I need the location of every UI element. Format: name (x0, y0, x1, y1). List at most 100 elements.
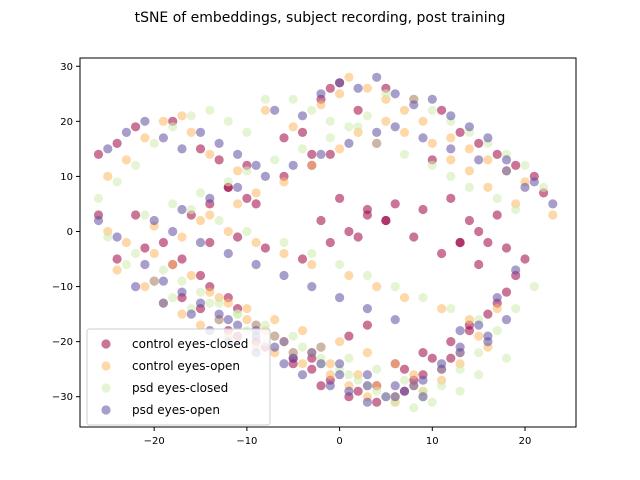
data-point-1-83 (409, 370, 419, 380)
data-point-2-37 (372, 386, 382, 396)
data-point-0-94 (353, 232, 363, 242)
data-point-1-74 (483, 182, 493, 192)
data-point-1-80 (335, 337, 345, 347)
data-point-3-46 (131, 282, 141, 292)
data-point-1-93 (464, 315, 474, 325)
data-point-3-24 (93, 215, 104, 226)
data-point-2-58 (409, 403, 419, 413)
data-point-0-41 (427, 353, 437, 363)
data-point-1-26 (168, 259, 178, 270)
data-point-3-18 (446, 111, 456, 121)
data-point-3-65 (205, 193, 215, 203)
data-point-3-92 (335, 293, 345, 303)
data-point-1-84 (195, 215, 206, 226)
data-point-0-89 (205, 237, 215, 248)
data-point-3-12 (335, 78, 345, 88)
data-point-2-32 (270, 331, 280, 341)
data-point-0-9 (279, 133, 289, 143)
data-point-2-5 (186, 111, 196, 121)
data-point-2-59 (427, 397, 437, 407)
data-point-1-30 (242, 315, 252, 325)
data-point-0-12 (325, 83, 335, 93)
data-point-3-5 (195, 127, 206, 137)
data-point-3-88 (223, 248, 233, 259)
data-point-1-82 (390, 359, 400, 369)
data-point-1-15 (399, 105, 410, 115)
data-point-1-43 (112, 265, 122, 275)
y-tick-label-5: 20 (60, 117, 73, 128)
x-tick-label-0: −20 (144, 436, 165, 447)
data-point-2-83 (316, 342, 326, 352)
data-point-1-67 (335, 144, 345, 154)
data-point-2-95 (390, 282, 400, 292)
data-point-3-26 (140, 259, 150, 270)
data-point-2-55 (344, 370, 354, 380)
data-point-0-93 (325, 237, 335, 248)
data-point-1-41 (474, 331, 484, 341)
data-point-1-90 (372, 282, 382, 292)
data-point-0-62 (464, 326, 474, 336)
data-point-1-88 (307, 259, 317, 270)
data-point-0-80 (492, 210, 502, 220)
data-point-1-12 (344, 72, 354, 82)
data-point-3-86 (168, 226, 178, 237)
data-point-3-80 (279, 337, 289, 347)
data-point-1-86 (251, 237, 261, 248)
data-point-3-76 (501, 166, 512, 176)
data-point-3-77 (520, 182, 530, 192)
data-point-3-74 (446, 144, 456, 154)
data-point-3-93 (362, 304, 372, 314)
data-point-0-77 (437, 248, 447, 259)
data-point-2-14 (362, 111, 372, 121)
data-point-2-69 (297, 144, 308, 154)
data-point-2-41 (455, 364, 465, 374)
data-point-0-1 (112, 138, 122, 148)
data-point-1-72 (446, 155, 456, 165)
data-point-3-67 (260, 171, 270, 181)
data-point-3-17 (427, 94, 437, 104)
data-point-3-90 (279, 270, 289, 281)
data-point-2-86 (399, 375, 410, 385)
data-point-3-40 (418, 375, 428, 385)
data-point-3-7 (233, 149, 243, 159)
y-axis: −30 −20 −10 0 10 20 30 (52, 62, 80, 403)
data-point-3-83 (362, 370, 372, 380)
data-point-3-31 (233, 320, 243, 330)
data-point-1-52 (325, 370, 335, 380)
data-point-2-1 (112, 177, 122, 187)
x-tick-label-4: 20 (519, 436, 532, 447)
data-point-2-65 (195, 188, 206, 198)
data-point-1-87 (279, 248, 289, 259)
data-point-2-43 (492, 326, 502, 336)
data-point-0-92 (297, 254, 308, 264)
data-point-0-97 (474, 259, 484, 270)
legend-marker-2 (101, 383, 111, 393)
data-point-1-46 (177, 309, 187, 319)
data-point-3-54 (325, 381, 335, 391)
legend-label-1: control eyes-open (132, 359, 240, 373)
data-point-0-95 (381, 215, 391, 226)
data-point-0-84 (316, 381, 326, 391)
data-point-2-24 (103, 232, 113, 242)
legend: control eyes-closed control eyes-open psd … (86, 328, 271, 426)
data-point-3-43 (474, 320, 484, 330)
data-point-1-71 (427, 138, 437, 148)
data-point-2-45 (529, 282, 539, 292)
data-point-0-10 (297, 127, 308, 137)
data-point-3-62 (501, 315, 512, 325)
data-point-2-12 (325, 116, 335, 126)
data-point-2-33 (297, 342, 308, 352)
data-point-2-75 (446, 171, 456, 181)
data-point-3-57 (390, 392, 400, 402)
data-point-2-77 (492, 193, 502, 203)
data-point-0-65 (140, 243, 150, 253)
data-point-3-16 (409, 100, 419, 110)
data-point-1-2 (140, 133, 150, 143)
data-point-3-20 (483, 133, 493, 143)
data-point-2-11 (307, 105, 317, 115)
data-point-1-92 (437, 304, 447, 314)
data-point-1-25 (149, 248, 159, 259)
data-point-2-7 (223, 116, 233, 126)
data-point-3-56 (362, 397, 372, 407)
data-point-2-63 (140, 210, 150, 220)
